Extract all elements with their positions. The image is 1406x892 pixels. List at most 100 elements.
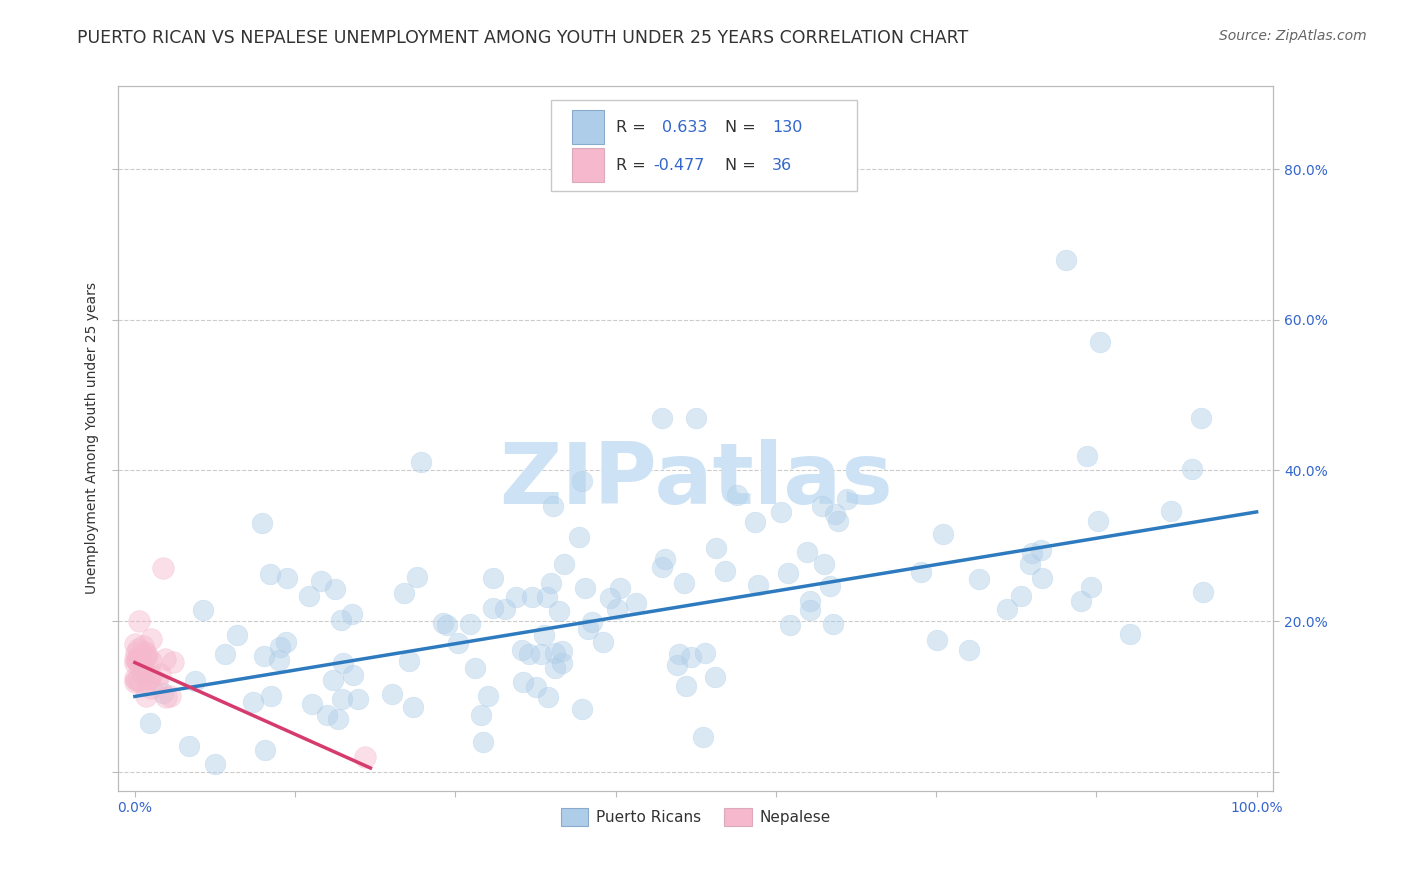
Point (510, 643, 533, 657)
Point (432, 615, 454, 630)
Point (184, 673, 207, 688)
Point (665, 657, 688, 672)
Point (568, 530, 591, 544)
Point (152, 686, 174, 700)
Point (325, 582, 347, 596)
Point (827, 514, 849, 528)
Point (995, 602, 1018, 616)
Point (129, 674, 152, 689)
Point (132, 639, 155, 653)
Point (124, 675, 146, 690)
Point (1119, 627, 1142, 641)
Point (932, 527, 955, 541)
Point (298, 589, 321, 603)
Point (134, 649, 156, 664)
Point (1019, 557, 1042, 571)
Point (704, 541, 727, 556)
Point (530, 648, 553, 662)
Point (214, 647, 236, 661)
Point (398, 654, 420, 668)
Point (522, 591, 544, 605)
Point (124, 671, 146, 685)
Point (1031, 542, 1053, 557)
Point (124, 646, 146, 660)
Bar (572, 111, 605, 145)
Text: N =: N = (724, 120, 761, 135)
Text: PUERTO RICAN VS NEPALESE UNEMPLOYMENT AMONG YOUTH UNDER 25 YEARS CORRELATION CHA: PUERTO RICAN VS NEPALESE UNEMPLOYMENT AM… (77, 29, 969, 47)
Point (799, 603, 821, 617)
Point (1070, 594, 1092, 608)
Point (1021, 546, 1043, 560)
Point (1191, 584, 1213, 599)
Point (779, 618, 801, 632)
Point (811, 500, 834, 514)
Point (927, 632, 949, 647)
Point (332, 656, 354, 670)
Point (576, 622, 599, 636)
Point (464, 661, 486, 675)
Point (274, 634, 297, 648)
Point (1031, 571, 1053, 585)
Point (342, 667, 364, 681)
Point (1181, 462, 1204, 476)
Point (402, 700, 425, 714)
Point (124, 637, 146, 651)
Point (957, 643, 980, 657)
Point (139, 681, 162, 695)
Bar (572, 148, 605, 182)
Point (624, 596, 647, 610)
Point (541, 499, 564, 513)
Point (813, 558, 835, 572)
Point (149, 667, 172, 681)
Point (162, 656, 184, 670)
Point (260, 689, 283, 703)
Point (124, 656, 146, 670)
Point (695, 646, 717, 660)
Point (551, 656, 574, 670)
Point (127, 642, 149, 657)
Point (571, 474, 593, 488)
Point (155, 690, 177, 704)
Point (127, 673, 149, 687)
Point (1080, 580, 1102, 594)
Y-axis label: Unemployment Among Youth under 25 years: Unemployment Among Youth under 25 years (86, 283, 100, 594)
Point (744, 516, 766, 530)
Point (134, 650, 156, 665)
Point (1160, 504, 1182, 518)
Point (673, 576, 696, 591)
Point (481, 601, 503, 615)
Point (714, 565, 737, 579)
Point (581, 615, 603, 630)
Point (505, 591, 527, 605)
Point (494, 602, 516, 616)
Point (134, 645, 156, 659)
Point (544, 661, 567, 675)
Point (524, 681, 547, 695)
Point (574, 581, 596, 595)
Point (458, 616, 481, 631)
Point (125, 673, 148, 687)
Point (537, 690, 560, 704)
Point (269, 653, 291, 667)
Point (139, 716, 162, 731)
Point (269, 640, 291, 655)
Point (330, 614, 353, 628)
Point (276, 571, 298, 585)
Point (141, 654, 163, 668)
Point (134, 662, 156, 676)
Point (328, 712, 350, 726)
Text: 0.633: 0.633 (662, 120, 707, 135)
Point (128, 614, 150, 628)
Point (346, 692, 368, 706)
Point (242, 695, 264, 709)
Point (1076, 449, 1098, 463)
Point (127, 656, 149, 670)
Point (654, 551, 676, 566)
Point (824, 507, 846, 521)
Text: Source: ZipAtlas.com: Source: ZipAtlas.com (1219, 29, 1367, 44)
Text: 130: 130 (772, 120, 803, 135)
Point (447, 636, 470, 650)
Point (135, 689, 157, 703)
Point (592, 635, 614, 649)
Point (470, 708, 492, 723)
